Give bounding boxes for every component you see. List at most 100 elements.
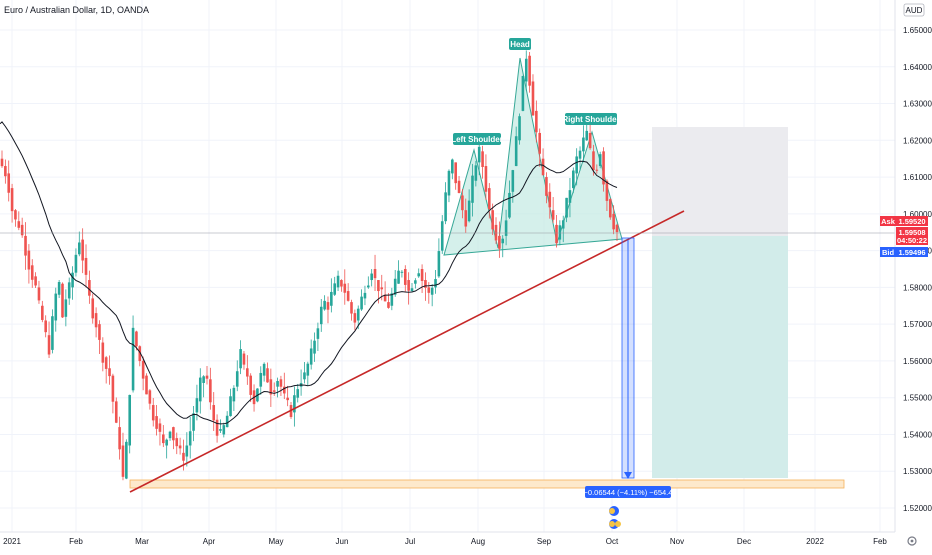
bid-price-badge	[896, 247, 928, 257]
candle-body	[77, 242, 81, 255]
y-tick-label: 1.53000	[903, 467, 932, 476]
x-tick-label: Oct	[606, 537, 619, 546]
x-tick-label: 2021	[3, 537, 21, 546]
candle-body	[605, 180, 609, 201]
y-tick-label: 1.56000	[903, 357, 932, 366]
measure-label-box	[585, 486, 671, 498]
economic-events-icon[interactable]	[609, 506, 621, 529]
reward-zone	[652, 236, 788, 478]
candle-body	[155, 416, 158, 429]
currency-badge[interactable]	[903, 3, 925, 17]
time-axis[interactable]: 2021 Feb Mar Apr May Jun Jul Aug Sep Oct Nov Dec 202…	[3, 537, 887, 546]
candle-body	[615, 224, 619, 233]
candle-body	[286, 397, 289, 401]
left-shoulder-badge	[453, 133, 501, 145]
candle-body	[276, 381, 279, 387]
y-tick-label: 1.62000	[903, 136, 932, 145]
candle-body	[141, 360, 145, 379]
candle-body	[474, 165, 478, 181]
candle-body	[461, 195, 464, 211]
trend-line[interactable]	[129, 210, 685, 493]
candle-body	[185, 445, 189, 457]
candle-body	[71, 272, 74, 288]
candle-body	[168, 431, 172, 439]
x-tick-label: Aug	[471, 537, 485, 546]
candle-body	[578, 150, 582, 159]
candle-body	[27, 250, 31, 270]
candle-body	[101, 342, 105, 363]
candle-body	[612, 213, 615, 230]
candle-body	[367, 285, 370, 288]
candle-body	[447, 170, 451, 196]
candle-body	[195, 398, 199, 413]
candle-body	[145, 375, 148, 395]
candle-body	[111, 375, 115, 402]
candle-body	[138, 346, 142, 362]
candle-body	[427, 287, 431, 293]
candle-body	[454, 162, 457, 184]
candle-body	[434, 279, 437, 288]
head-label: Head	[510, 40, 530, 49]
moving-average-line	[0, 121, 618, 425]
candle-body	[326, 302, 330, 310]
candle-body	[162, 434, 165, 444]
candle-body	[545, 177, 548, 196]
candle-body	[229, 396, 232, 417]
candle-body	[121, 445, 125, 477]
candle-body	[491, 210, 494, 230]
candle-body	[198, 377, 202, 402]
ask-tag	[880, 216, 896, 226]
candle-body	[420, 269, 424, 281]
candle-body	[558, 225, 562, 240]
candle-body	[175, 438, 179, 447]
candle-body	[333, 283, 337, 295]
candle-body	[444, 192, 447, 222]
candle-body	[0, 158, 4, 167]
candle-body	[400, 271, 404, 273]
last-price-value: 1.59508	[898, 228, 925, 237]
candle-body	[582, 137, 585, 152]
x-tick-label: Jun	[336, 537, 349, 546]
x-tick-label: 2022	[806, 537, 824, 546]
candle-body	[51, 316, 54, 350]
left-shoulder-label: Left Shoulder	[451, 135, 503, 144]
candle-body	[383, 294, 387, 302]
candle-body	[390, 293, 394, 306]
candle-body	[340, 280, 343, 287]
candle-body	[279, 379, 283, 387]
candle-body	[330, 291, 333, 306]
candle-body	[306, 363, 310, 376]
y-tick-label: 1.61000	[903, 173, 932, 182]
candle-body	[54, 293, 58, 321]
candle-body	[309, 348, 313, 365]
candle-body	[246, 368, 249, 377]
candle-body	[225, 415, 229, 428]
candle-body	[350, 302, 353, 314]
candle-body	[88, 280, 91, 296]
candle-body	[323, 300, 326, 310]
x-tick-label: Sep	[537, 537, 552, 546]
ask-price-badge	[896, 216, 928, 226]
candle-body	[343, 283, 347, 293]
right-shoulder-label: Right Shoulder	[562, 115, 619, 124]
candle-body	[61, 283, 64, 318]
candle-body	[108, 368, 111, 377]
y-tick-label: 1.54000	[903, 430, 932, 439]
candle-body	[481, 151, 484, 167]
candle-body	[541, 158, 545, 176]
candle-body	[602, 151, 605, 185]
candle-body	[585, 130, 589, 141]
symbol-title[interactable]: Euro / Australian Dollar, 1D, OANDA	[4, 5, 149, 15]
candle-body	[451, 159, 454, 174]
gear-icon[interactable]	[907, 536, 917, 546]
ask-price-value: 1.59520	[898, 217, 925, 226]
candle-body	[430, 287, 434, 295]
candle-body	[259, 372, 263, 387]
candle-body	[356, 308, 360, 321]
x-tick-label: Dec	[737, 537, 751, 546]
candle-body	[595, 169, 599, 171]
y-tick-label: 1.52000	[903, 504, 932, 513]
candle-body	[7, 173, 11, 193]
